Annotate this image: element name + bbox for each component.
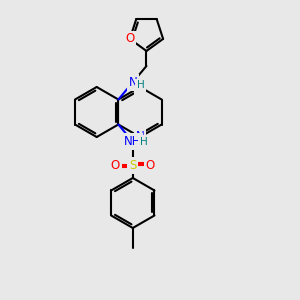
Text: N: N <box>136 80 144 94</box>
Text: O: O <box>111 159 120 172</box>
Text: NH: NH <box>124 135 142 148</box>
Text: H: H <box>137 80 145 90</box>
Text: S: S <box>129 159 136 172</box>
Text: H: H <box>140 137 148 147</box>
Text: N: N <box>136 130 144 143</box>
Text: N: N <box>128 76 137 89</box>
Text: O: O <box>125 32 134 45</box>
Text: O: O <box>146 159 155 172</box>
